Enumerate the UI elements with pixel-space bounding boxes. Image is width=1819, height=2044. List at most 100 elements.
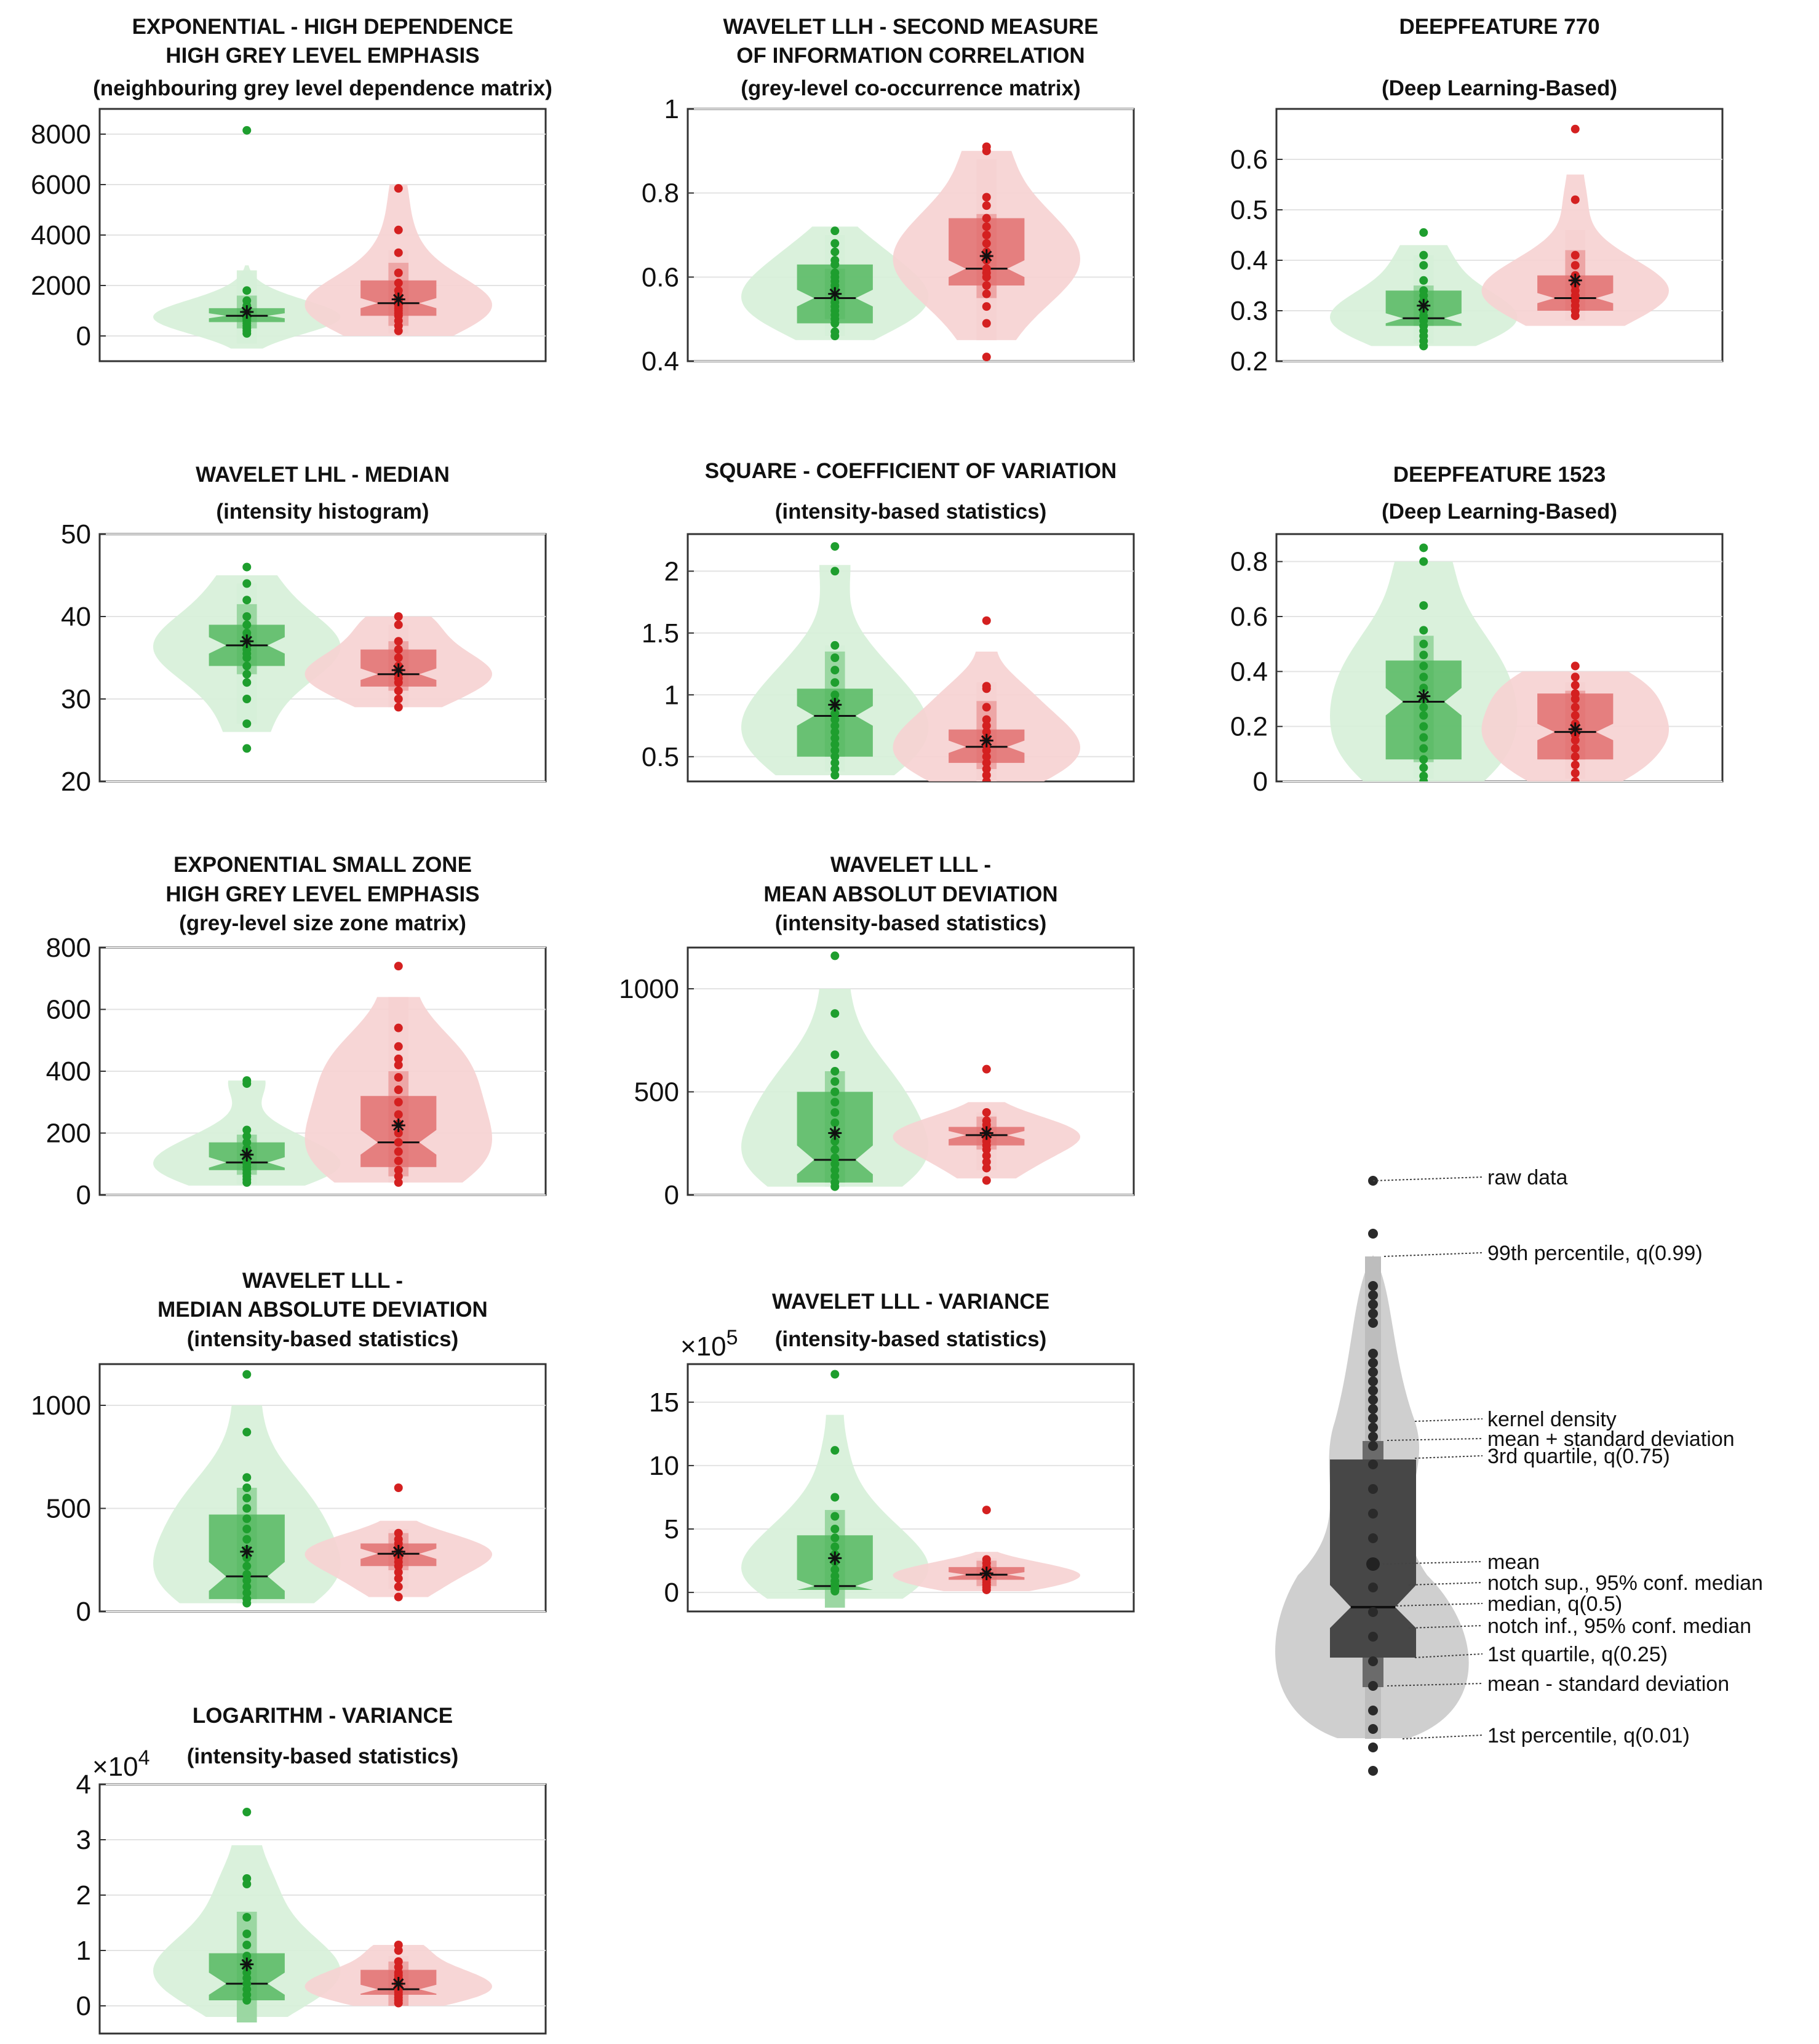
series-green — [741, 1370, 929, 1608]
raw-data-point — [830, 1525, 840, 1533]
mean-stroke — [392, 665, 404, 676]
raw-data-point — [394, 695, 403, 703]
raw-data-point — [830, 678, 840, 687]
legend-raw-data-point — [1368, 1423, 1378, 1432]
raw-data-point — [830, 1159, 840, 1168]
raw-data-point — [242, 695, 252, 703]
series-green — [153, 126, 341, 349]
raw-data-point — [394, 326, 403, 335]
raw-data-point — [242, 1514, 252, 1523]
tick-label: 1000 — [31, 1391, 91, 1421]
series-green — [741, 226, 929, 340]
raw-data-point — [1419, 557, 1428, 566]
raw-data-point — [1570, 195, 1580, 204]
series-layer — [741, 951, 1080, 1191]
raw-data-point — [242, 1941, 252, 1949]
tick-label: 1 — [664, 680, 679, 710]
mean-marker — [391, 292, 405, 306]
raw-data-point — [1570, 681, 1580, 690]
raw-data-point — [982, 777, 991, 781]
mean-stroke — [241, 636, 253, 647]
mean-marker — [828, 287, 842, 301]
legend-raw-data-point — [1368, 1299, 1378, 1309]
raw-data-point — [982, 715, 991, 724]
tick-label: 2 — [664, 556, 679, 586]
raw-data-point — [242, 1493, 252, 1503]
raw-data-point — [830, 1542, 840, 1551]
legend-leader-line — [1414, 1418, 1483, 1422]
raw-data-point — [830, 758, 840, 767]
mean-marker — [1417, 298, 1431, 313]
raw-data-point — [830, 1446, 840, 1455]
raw-data-point — [242, 1930, 252, 1938]
raw-data-point — [830, 1533, 840, 1543]
tick-label: 40 — [61, 602, 91, 632]
mean-stroke — [981, 250, 992, 261]
raw-data-point — [394, 1178, 403, 1187]
raw-data-point — [394, 268, 403, 277]
raw-data-point — [394, 612, 403, 621]
raw-data-point — [982, 770, 991, 780]
mean-stroke — [1569, 724, 1581, 735]
raw-data-point — [242, 1996, 252, 2005]
chart-panel-4: WAVELET LHL - MEDIAN (intensity histogram… — [61, 463, 547, 797]
legend-raw-data-point — [1368, 1607, 1378, 1617]
raw-data-point — [394, 1568, 403, 1577]
raw-data-point — [982, 684, 991, 693]
raw-data-point — [1419, 639, 1428, 649]
tick-label: 10 — [649, 1451, 679, 1481]
legend-raw-data-point — [1368, 1632, 1378, 1642]
series-layer — [1330, 543, 1669, 781]
raw-data-point — [1570, 703, 1580, 712]
chart-title-line: EXPONENTIAL SMALL ZONE — [173, 853, 472, 877]
legend-leader-line — [1402, 1735, 1483, 1739]
tick-label: 0.8 — [642, 178, 679, 209]
chart-title-line: WAVELET LHL - MEDIAN — [196, 463, 450, 487]
mean-stroke — [981, 1127, 992, 1139]
series-green — [153, 1808, 341, 2022]
tick-label: 0.4 — [1230, 246, 1268, 276]
raw-data-point — [394, 1054, 403, 1063]
raw-data-point — [830, 1182, 840, 1191]
raw-data-point — [1419, 261, 1428, 270]
raw-data-point — [394, 1042, 403, 1051]
raw-data-point — [982, 727, 991, 737]
raw-data-point — [394, 653, 403, 662]
raw-data-point — [394, 1073, 403, 1082]
tick-label: 1000 — [619, 974, 679, 1004]
legend-leader-line — [1414, 1455, 1483, 1459]
raw-data-point — [242, 1582, 252, 1591]
legend-diagram: raw data 99th percentile, q(0.99) kernel d… — [1275, 1166, 1763, 1776]
raw-data-point — [1419, 763, 1428, 772]
tick-label: 15 — [649, 1387, 679, 1418]
raw-data-point — [242, 678, 252, 687]
tick-label: 2000 — [31, 271, 91, 301]
raw-data-point — [242, 653, 252, 662]
raw-data-point — [830, 1172, 840, 1181]
legend-raw-data-point — [1368, 1290, 1378, 1300]
series-layer — [153, 1808, 492, 2022]
mean-stroke — [1569, 275, 1581, 286]
raw-data-point — [1419, 661, 1428, 671]
raw-data-point — [242, 1504, 252, 1513]
tick-label: 30 — [61, 684, 91, 714]
mean-marker — [240, 1148, 254, 1162]
raw-data-point — [242, 744, 252, 753]
raw-data-point — [394, 637, 403, 646]
mean-stroke — [1418, 300, 1430, 311]
legend-label: mean — [1487, 1551, 1540, 1574]
raw-data-point — [394, 1582, 403, 1591]
series-red — [304, 1483, 492, 1602]
raw-data-point — [830, 1050, 840, 1060]
raw-data-point — [242, 562, 252, 572]
legend-raw-data-point — [1368, 1386, 1378, 1395]
raw-data-point — [394, 1998, 403, 2008]
raw-data-point — [830, 721, 840, 730]
raw-data-point — [982, 1145, 991, 1154]
raw-data-point — [982, 193, 991, 202]
series-red — [304, 1941, 492, 2008]
legend-leader-line — [1387, 1683, 1483, 1687]
raw-data-point — [242, 1880, 252, 1888]
raw-data-point — [1570, 761, 1580, 770]
legend-raw-data-point — [1368, 1413, 1378, 1423]
